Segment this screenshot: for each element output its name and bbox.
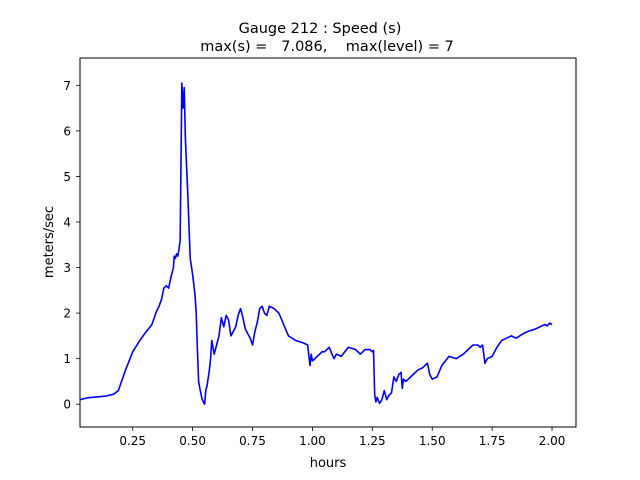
x-tick-label: 1.75 xyxy=(479,434,506,448)
chart-title: Gauge 212 : Speed (s) xyxy=(239,21,402,37)
x-tick-label: 1.25 xyxy=(359,434,386,448)
x-tick-label: 1.00 xyxy=(299,434,326,448)
y-tick-label: 6 xyxy=(63,124,71,138)
x-tick-label: 1.50 xyxy=(419,434,446,448)
chart-subtitle: max(s) = 7.086, max(level) = 7 xyxy=(200,39,454,55)
x-tick-label: 0.50 xyxy=(179,434,206,448)
x-tick-label: 0.75 xyxy=(239,434,266,448)
y-axis-ticks: 0 1 2 3 4 5 6 7 xyxy=(63,79,80,412)
x-axis-ticks: 0.25 0.50 0.75 1.00 1.25 1.50 1.75 2.00 xyxy=(119,427,565,448)
y-tick-label: 3 xyxy=(63,261,71,275)
y-tick-label: 0 xyxy=(63,398,71,412)
x-axis-label: hours xyxy=(310,456,347,471)
x-tick-label: 2.00 xyxy=(539,434,566,448)
y-tick-label: 4 xyxy=(63,216,71,230)
y-tick-label: 5 xyxy=(63,170,71,184)
y-tick-label: 2 xyxy=(63,307,71,321)
y-tick-label: 7 xyxy=(63,79,71,93)
speed-series-line xyxy=(79,82,553,406)
y-tick-label: 1 xyxy=(63,352,71,366)
y-axis-label: meters/sec xyxy=(42,206,57,278)
plot-area xyxy=(79,82,553,406)
x-tick-label: 0.25 xyxy=(119,434,146,448)
axes-frame xyxy=(79,57,577,428)
